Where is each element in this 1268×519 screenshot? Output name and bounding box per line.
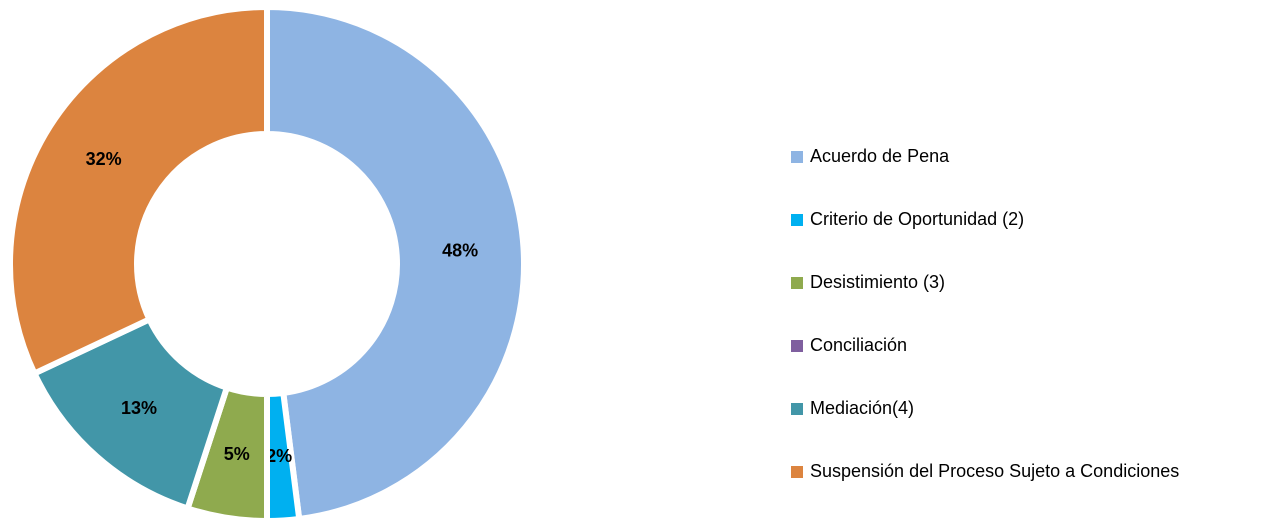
legend-swatch [791, 466, 803, 478]
legend-label: Mediación(4) [810, 398, 914, 418]
legend-label: Desistimiento (3) [810, 272, 945, 292]
data-label: 5% [224, 444, 250, 464]
legend-label: Conciliación [810, 335, 907, 355]
legend-swatch [791, 340, 803, 352]
donut-slice [7, 3, 270, 378]
donut-slice [264, 3, 527, 519]
data-label: 32% [86, 149, 122, 169]
legend-label: Acuerdo de Pena [810, 146, 950, 166]
data-label: 2% [266, 446, 292, 466]
data-label: 48% [442, 241, 478, 261]
legend-swatch [791, 214, 803, 226]
legend-label: Suspensión del Proceso Sujeto a Condicio… [810, 461, 1179, 481]
data-label: 13% [121, 398, 157, 418]
legend-swatch [791, 277, 803, 289]
legend-swatch [791, 151, 803, 163]
legend-swatch [791, 403, 803, 415]
legend-label: Criterio de Oportunidad (2) [810, 209, 1024, 229]
